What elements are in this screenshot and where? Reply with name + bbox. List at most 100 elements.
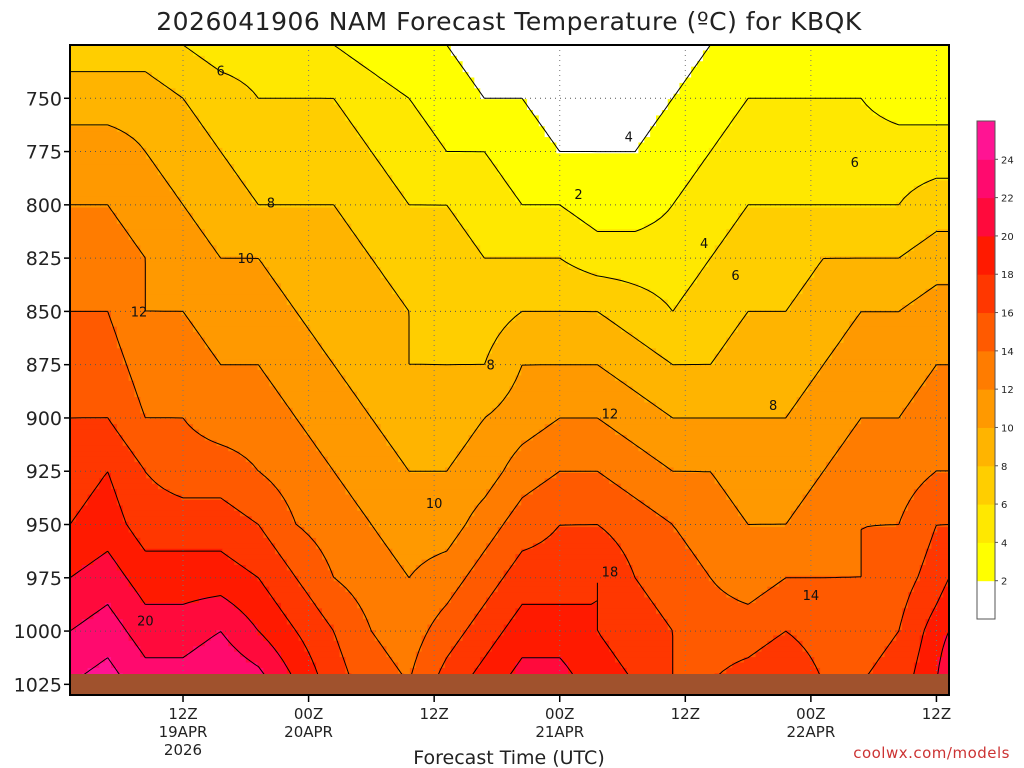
field-cell [70,592,141,599]
field-cell [913,185,949,192]
field-cell [204,229,352,236]
field-cell [661,462,827,469]
field-cell [456,456,511,463]
field-cell [937,229,949,236]
field-cell [720,131,949,138]
field-cell [304,429,382,436]
field-cell [702,50,949,57]
field-cell [345,489,487,496]
field-cell [327,353,411,360]
field-cell [667,99,745,106]
field-cell [849,435,949,442]
field-cell [515,667,569,674]
field-cell [374,527,464,534]
field-cell [913,245,949,252]
field-cell [673,667,727,674]
field-cell [907,250,949,257]
field-cell [632,386,809,393]
field-cell [234,559,288,566]
field-cell [321,342,411,349]
field-cell [70,50,194,57]
field-cell [146,413,294,420]
field-cell [234,164,382,171]
field-cell [943,586,949,593]
field-cell [568,261,710,268]
field-cell [884,646,921,653]
field-cell [228,158,382,165]
field-cell [515,613,598,620]
field-cell [286,565,329,572]
field-cell [70,424,118,431]
field-cell [105,472,112,479]
field-cell [521,548,622,555]
field-cell [374,153,487,160]
y-tick-labels: 750 775 800 825 850 875 900 925 950 975 1000 1025 [14,88,70,696]
field-cell [503,630,598,637]
field-cell [415,104,528,111]
field-cell [368,407,493,414]
field-cell [157,77,241,84]
contour-label: 14 [803,589,820,604]
field-cell [861,527,938,534]
field-cell [116,500,229,507]
field-cell [626,559,698,566]
field-cell [122,619,253,626]
field-cell [351,223,464,230]
field-cell [70,602,106,609]
field-cell [210,61,364,68]
field-cell [70,527,130,534]
field-cell [861,543,933,550]
field-cell [368,521,470,528]
field-cell [919,570,949,577]
field-cell [333,364,522,371]
field-cell [779,581,915,588]
field-cell [667,624,903,631]
field-cell [111,207,188,214]
field-cell [116,494,182,501]
field-cell [603,364,821,371]
field-cell [861,548,927,555]
field-cell [70,478,100,485]
field-cell [837,451,949,458]
field-cell [925,554,949,561]
field-cell [468,229,727,236]
field-cell [321,554,393,561]
field-cell [820,472,933,479]
colorbar-label: 2 [1001,577,1007,588]
field-cell [919,386,949,393]
field-cell [122,359,218,366]
field-cell [286,662,317,669]
field-cell [292,305,405,312]
field-cell [251,88,399,95]
field-cell [656,294,686,301]
field-cell [685,294,798,301]
field-cell [198,115,347,122]
field-cell [667,619,903,626]
field-cell [70,326,118,333]
field-cell [140,646,194,653]
field-cell [70,630,130,637]
field-cell [497,635,604,642]
field-cell [70,456,136,463]
field-cell [790,299,915,306]
field-cell [802,391,915,398]
field-cell [907,597,938,604]
field-cell [140,592,270,599]
field-cell [661,212,739,219]
field-cell [790,630,897,637]
field-cell [790,407,903,414]
field-cell [790,305,903,312]
field-cell [181,196,253,203]
field-cell [456,55,704,62]
field-cell [597,602,657,609]
field-cell [263,532,311,539]
field-cell [257,630,300,637]
field-cell [486,153,710,160]
contour-label: 12 [131,305,148,320]
field-cell [146,305,294,312]
field-cell [656,218,739,225]
contour-label: 10 [238,252,255,267]
field-cell [726,229,938,236]
field-cell [157,169,235,176]
field-cell [193,218,347,225]
